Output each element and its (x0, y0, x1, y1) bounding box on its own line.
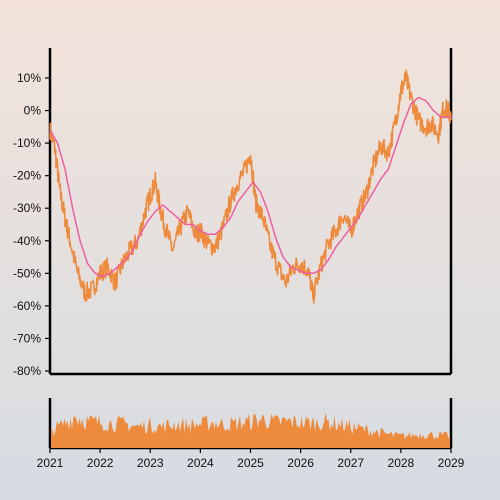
price-line (49, 69, 452, 304)
x-tick-label: 2027 (337, 456, 364, 470)
y-tick-label: -30% (13, 201, 41, 215)
y-tick-label: 0% (24, 104, 42, 118)
x-tick-label: 2021 (37, 456, 64, 470)
x-axis-ticks: 2021 2022 2023 2024 2025 2026 2027 2028 2029 (37, 448, 465, 470)
y-tick-label: -40% (13, 234, 41, 248)
x-tick-label: 2023 (137, 456, 164, 470)
volume-plot-area (48, 398, 453, 450)
y-tick-label: 10% (17, 71, 41, 85)
y-tick-label: -10% (13, 136, 41, 150)
price-series (49, 69, 452, 304)
x-tick-label: 2029 (438, 456, 465, 470)
x-tick-label: 2025 (237, 456, 264, 470)
y-axis-ticks: 10% 0% -10% -20% -30% -40% -50% -60% -70% -80% (13, 71, 50, 378)
price-plot-area (48, 48, 453, 376)
x-tick-label: 2028 (388, 456, 415, 470)
y-tick-label: -70% (13, 331, 41, 345)
x-tick-label: 2024 (187, 456, 214, 470)
volume-bars (51, 412, 450, 448)
y-tick-label: -60% (13, 299, 41, 313)
x-tick-label: 2026 (287, 456, 314, 470)
x-tick-label: 2022 (87, 456, 114, 470)
y-tick-label: -80% (13, 364, 41, 378)
y-tick-label: -20% (13, 169, 41, 183)
moving-average-line (49, 96, 452, 278)
y-tick-label: -50% (13, 266, 41, 280)
